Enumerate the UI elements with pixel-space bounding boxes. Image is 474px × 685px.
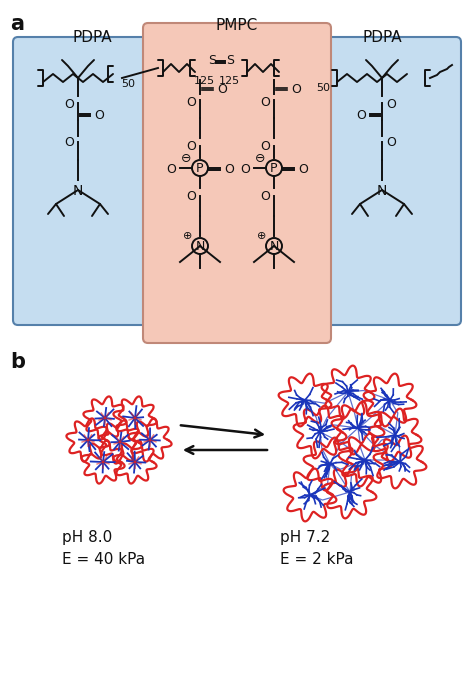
Text: P: P — [270, 162, 278, 175]
Text: S: S — [226, 53, 234, 66]
FancyBboxPatch shape — [13, 37, 173, 325]
Text: E = 2 kPa: E = 2 kPa — [280, 552, 354, 567]
Text: b: b — [10, 352, 25, 372]
Text: 50: 50 — [316, 83, 330, 93]
FancyBboxPatch shape — [143, 23, 331, 343]
Text: E = 40 kPa: E = 40 kPa — [62, 552, 145, 567]
Text: N: N — [377, 184, 387, 198]
Text: PDPA: PDPA — [72, 30, 112, 45]
Text: O: O — [224, 162, 234, 175]
Text: N: N — [73, 184, 83, 198]
Text: PDPA: PDPA — [362, 30, 402, 45]
Text: ⊕: ⊕ — [257, 231, 267, 241]
Text: O: O — [260, 96, 270, 109]
FancyBboxPatch shape — [301, 37, 461, 325]
Text: a: a — [10, 14, 24, 34]
Text: 125: 125 — [194, 76, 215, 86]
Text: O: O — [240, 162, 250, 175]
Text: 125: 125 — [219, 76, 240, 86]
Text: ⊖: ⊖ — [255, 151, 265, 164]
Text: O: O — [291, 82, 301, 95]
Text: pH 8.0: pH 8.0 — [62, 530, 112, 545]
Text: P: P — [196, 162, 204, 175]
Text: O: O — [186, 96, 196, 109]
Text: ⊖: ⊖ — [181, 151, 191, 164]
Text: ⊕: ⊕ — [183, 231, 193, 241]
Text: O: O — [186, 190, 196, 203]
Text: O: O — [64, 136, 74, 149]
Text: O: O — [94, 108, 104, 121]
Text: O: O — [298, 162, 308, 175]
Text: pH 7.2: pH 7.2 — [280, 530, 330, 545]
Text: S: S — [208, 53, 216, 66]
Text: O: O — [186, 140, 196, 153]
Text: N: N — [269, 240, 279, 253]
Text: O: O — [260, 190, 270, 203]
Text: PMPC: PMPC — [216, 18, 258, 33]
Text: O: O — [217, 82, 227, 95]
Text: N: N — [195, 240, 205, 253]
Text: O: O — [356, 108, 366, 121]
Text: O: O — [386, 98, 396, 111]
Text: O: O — [166, 162, 176, 175]
Text: O: O — [386, 136, 396, 149]
Text: O: O — [64, 98, 74, 111]
Text: 50: 50 — [121, 79, 135, 89]
Text: O: O — [260, 140, 270, 153]
